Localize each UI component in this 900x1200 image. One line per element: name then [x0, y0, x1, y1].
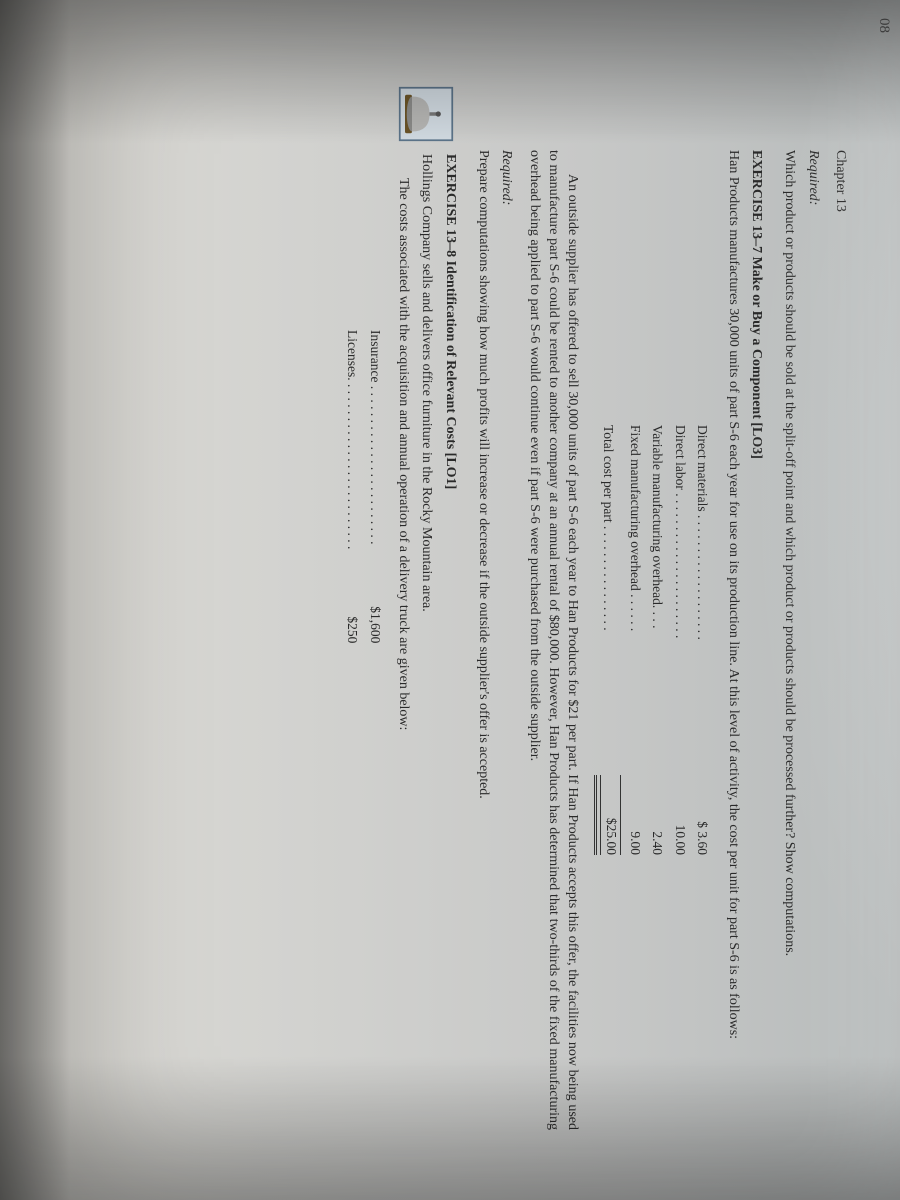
page-bottom-shadow: [0, 0, 70, 1200]
row-label: Direct materials . . . . . . . . . . . .…: [691, 425, 714, 775]
table-row: Direct materials . . . . . . . . . . . .…: [691, 425, 714, 855]
row-value: 10.00: [668, 775, 691, 855]
row-value: $250: [341, 573, 364, 643]
table-row: Variable manufacturing overhead. . . . 2…: [646, 425, 669, 855]
row-value: 9.00: [623, 775, 646, 855]
ex13-8-p2: The costs associated with the acquisitio…: [394, 150, 413, 1130]
row-value-total: $25.00: [592, 775, 623, 855]
row-value: $ 3.60: [691, 775, 714, 855]
table-row: Direct labor . . . . . . . . . . . . . .…: [668, 425, 691, 855]
row-label: Direct labor . . . . . . . . . . . . . .…: [668, 425, 691, 775]
service-bell-icon: [398, 86, 454, 142]
page-number-fragment: 08: [873, 18, 894, 33]
row-label: Variable manufacturing overhead. . . .: [646, 425, 669, 775]
row-label: Insurance . . . . . . . . . . . . . . . …: [363, 330, 386, 573]
table-row: Insurance . . . . . . . . . . . . . . . …: [363, 330, 386, 643]
row-label: Fixed manufacturing overhead . . . . . .: [623, 425, 646, 775]
table-row-total: Total cost per part . . . . . . . . . . …: [592, 425, 623, 855]
ex13-8-p1: Hollings Company sells and delivers offi…: [417, 150, 436, 1130]
chapter-heading: Chapter 13: [831, 150, 850, 1130]
ex13-8-section: EXERCISE 13–8 Identification of Relevant…: [341, 150, 460, 1130]
row-value: 2.40: [646, 775, 669, 855]
row-label: Licenses. . . . . . . . . . . . . . . . …: [341, 330, 364, 573]
required-label-1: Required:: [803, 150, 822, 1130]
table-row: Fixed manufacturing overhead . . . . . .…: [623, 425, 646, 855]
row-label: Total cost per part . . . . . . . . . . …: [592, 425, 623, 775]
ex13-8-title: EXERCISE 13–8 Identification of Relevant…: [440, 150, 459, 1130]
intro-question: Which product or products should be sold…: [780, 150, 799, 1130]
textbook-page: 08 Chapter 13 Required: Which product or…: [0, 0, 900, 1200]
ex13-7-title: EXERCISE 13–7 Make or Buy a Component [L…: [747, 150, 766, 1130]
cost-per-unit-table: Direct materials . . . . . . . . . . . .…: [592, 425, 713, 855]
table-row: Licenses. . . . . . . . . . . . . . . . …: [341, 330, 364, 643]
ex13-7-p1: Han Products manufactures 30,000 units o…: [723, 150, 742, 1130]
total-value: $25.00: [604, 818, 619, 855]
required-label-2: Required:: [497, 150, 516, 1130]
ex13-7-p2: An outside supplier has offered to sell …: [524, 150, 582, 1130]
ex13-7-required-text: Prepare computations showing how much pr…: [474, 150, 493, 1130]
truck-cost-table: Insurance . . . . . . . . . . . . . . . …: [341, 330, 386, 643]
row-value: $1,600: [363, 573, 386, 643]
